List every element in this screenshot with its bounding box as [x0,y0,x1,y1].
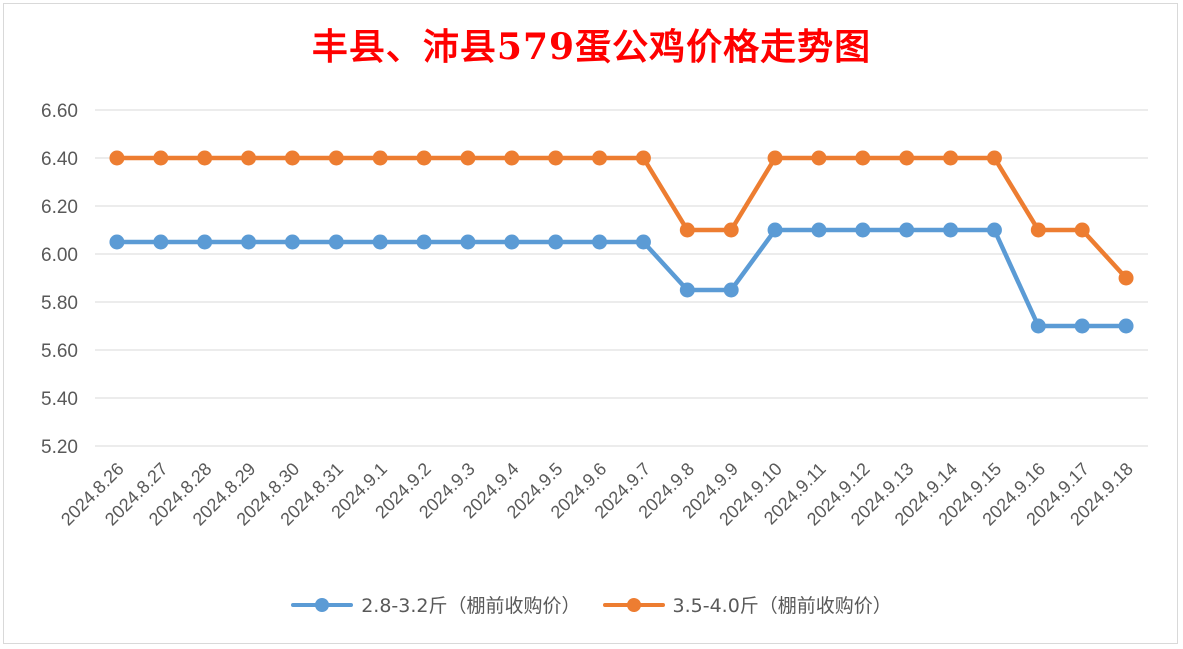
y-tick-label: 5.20 [41,437,78,458]
series-line-1 [114,227,1129,329]
series-line-2 [114,155,1129,281]
data-point-series-2 [899,150,915,166]
y-tick-label: 5.60 [41,341,78,362]
legend-label-series-2: 3.5-4.0斤（棚前收购价） [672,595,892,617]
data-point-series-2 [328,150,344,166]
data-point-series-2 [767,150,783,166]
data-point-series-1 [372,234,388,250]
data-point-series-2 [504,150,520,166]
data-point-series-2 [1030,222,1046,238]
data-point-series-2 [943,150,959,166]
data-point-series-2 [460,150,476,166]
legend-item-series-2: 3.5-4.0斤（棚前收购价） [602,591,892,618]
y-tick-label: 6.20 [41,197,78,218]
y-tick-label: 5.80 [41,293,78,314]
data-point-series-2 [986,150,1002,166]
data-point-series-1 [767,222,783,238]
data-point-series-2 [1074,222,1090,238]
data-point-series-1 [109,234,125,250]
data-point-series-1 [679,282,695,298]
chart-legend: 2.8-3.2斤（棚前收购价） 3.5-4.0斤（棚前收购价） [0,591,1183,618]
data-point-series-1 [504,234,520,250]
data-point-series-2 [811,150,827,166]
data-point-series-1 [1074,318,1090,334]
data-point-series-1 [460,234,476,250]
data-point-series-2 [679,222,695,238]
data-point-series-1 [943,222,959,238]
y-tick-label: 6.60 [41,101,78,122]
data-point-series-1 [153,234,169,250]
data-point-series-2 [723,222,739,238]
legend-label-series-1: 2.8-3.2斤（棚前收购价） [361,595,581,617]
data-point-series-2 [592,150,608,166]
y-tick-label: 6.40 [41,149,78,170]
legend-item-series-1: 2.8-3.2斤（棚前收购价） [291,591,581,618]
data-point-series-2 [1118,270,1134,286]
data-point-series-2 [416,150,432,166]
data-point-series-1 [416,234,432,250]
data-point-series-1 [986,222,1002,238]
y-tick-label: 5.40 [41,389,78,410]
data-point-series-1 [548,234,564,250]
data-point-series-1 [723,282,739,298]
data-point-series-1 [197,234,213,250]
legend-marker-series-1 [291,597,354,612]
data-point-series-1 [1030,318,1046,334]
y-tick-label: 6.00 [41,245,78,266]
legend-marker-series-2 [602,597,665,612]
data-point-series-1 [635,234,651,250]
data-point-series-2 [635,150,651,166]
data-point-series-2 [241,150,257,166]
data-point-series-2 [153,150,169,166]
data-point-series-2 [197,150,213,166]
data-point-series-1 [899,222,915,238]
data-point-series-2 [284,150,300,166]
chart-title: 丰县、沛县579蛋公鸡价格走势图 [311,26,872,68]
data-point-series-1 [284,234,300,250]
data-point-series-1 [855,222,871,238]
data-point-series-2 [109,150,125,166]
data-point-series-1 [241,234,257,250]
data-point-series-1 [328,234,344,250]
data-point-series-1 [1118,318,1134,334]
data-point-series-2 [855,150,871,166]
data-point-series-2 [548,150,564,166]
data-point-series-1 [592,234,608,250]
data-point-series-2 [372,150,388,166]
data-point-series-1 [811,222,827,238]
